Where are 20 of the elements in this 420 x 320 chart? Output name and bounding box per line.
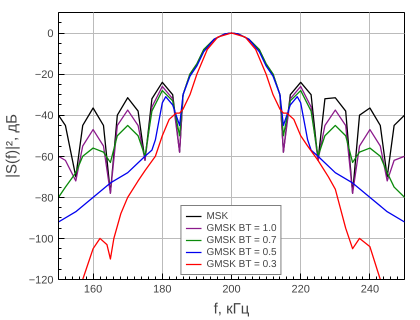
legend-label: GMSK BT = 0.5	[206, 246, 277, 258]
y-tick-label: −20	[34, 69, 54, 82]
y-tick-label: −60	[34, 151, 54, 164]
y-tick-label: −100	[28, 233, 54, 246]
x-tick-label: 220	[292, 284, 310, 296]
x-tick-label: 240	[360, 284, 380, 296]
x-tick-label: 180	[153, 284, 172, 296]
y-tick-label: −120	[28, 274, 54, 286]
legend-label: GMSK BT = 0.7	[206, 234, 277, 246]
x-tick-label: 160	[84, 284, 102, 296]
legend-label: GMSK BT = 0.3	[206, 258, 277, 270]
line-series	[82, 32, 381, 280]
x-tick-label: 200	[222, 284, 241, 296]
legend-label: GMSK BT = 1.0	[206, 222, 277, 234]
y-axis-title: |S(f)|², дБ	[4, 114, 21, 178]
legend-label: MSK	[206, 210, 228, 222]
y-tick-label: −40	[34, 110, 54, 122]
y-tick-label: 0	[47, 28, 54, 40]
y-tick-label: −80	[34, 192, 54, 204]
x-axis-title: f, кГц	[214, 300, 250, 318]
